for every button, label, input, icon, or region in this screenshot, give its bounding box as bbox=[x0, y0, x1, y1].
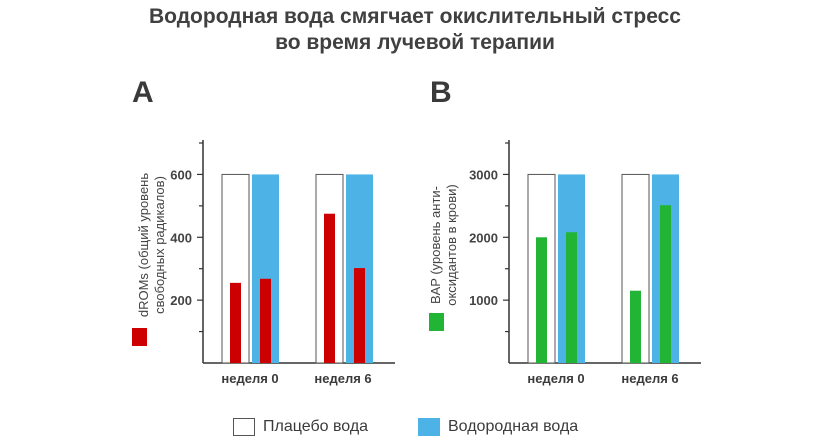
panel-b-y-tick-label: 1000 bbox=[469, 293, 498, 308]
panel-a-hydrogen-bar bbox=[260, 278, 271, 363]
panel-a-y-tick-label: 200 bbox=[170, 293, 192, 308]
panel-a-category-label: неделя 0 bbox=[221, 371, 278, 386]
panel-b-category-label: неделя 6 bbox=[621, 371, 678, 386]
panel-a-y-tick-label: 600 bbox=[170, 167, 192, 182]
panel-b-y-tick-label: 3000 bbox=[469, 167, 498, 182]
panel-b-hydrogen-bar bbox=[660, 205, 671, 363]
panel-a-placebo-bar bbox=[324, 213, 335, 363]
panel-a-series-swatch bbox=[132, 328, 147, 346]
legend-hydrogen-swatch bbox=[418, 418, 440, 436]
panel-a-placebo-bar bbox=[230, 282, 241, 363]
panel-a-letter: A bbox=[132, 76, 154, 109]
panel-b-placebo-bar bbox=[630, 290, 641, 363]
legend-hydrogen-label: Водородная вода bbox=[448, 418, 579, 435]
panel-a-y-tick-label: 400 bbox=[170, 230, 192, 245]
chart-title-line2: во время лучевой терапии bbox=[275, 31, 555, 54]
panel-a-y-label-line2: свободных радикалов) bbox=[152, 176, 167, 314]
legend-placebo-label: Плацебо вода bbox=[263, 418, 369, 435]
legend-placebo-swatch bbox=[233, 418, 255, 436]
panel-b-y-label-line2: оксидантов в крови) bbox=[444, 184, 459, 306]
panel-a-category-label: неделя 6 bbox=[314, 371, 371, 386]
panel-b-hydrogen-bar bbox=[566, 232, 577, 363]
panel-b-y-label-line1: BAP (уровень анти- bbox=[428, 186, 443, 304]
panel-b-category-label: неделя 0 bbox=[527, 371, 584, 386]
panel-b-letter: B bbox=[430, 76, 452, 109]
panel-b-series-swatch bbox=[429, 313, 444, 331]
panel-b-y-tick-label: 2000 bbox=[469, 230, 498, 245]
panel-a-hydrogen-bar bbox=[354, 268, 365, 363]
panel-b-placebo-bar bbox=[536, 237, 547, 363]
panel-a-y-label-line1: dROMs (общий уровень bbox=[136, 173, 151, 317]
chart-title-line1: Водородная вода смягчает окислительный с… bbox=[149, 5, 681, 28]
